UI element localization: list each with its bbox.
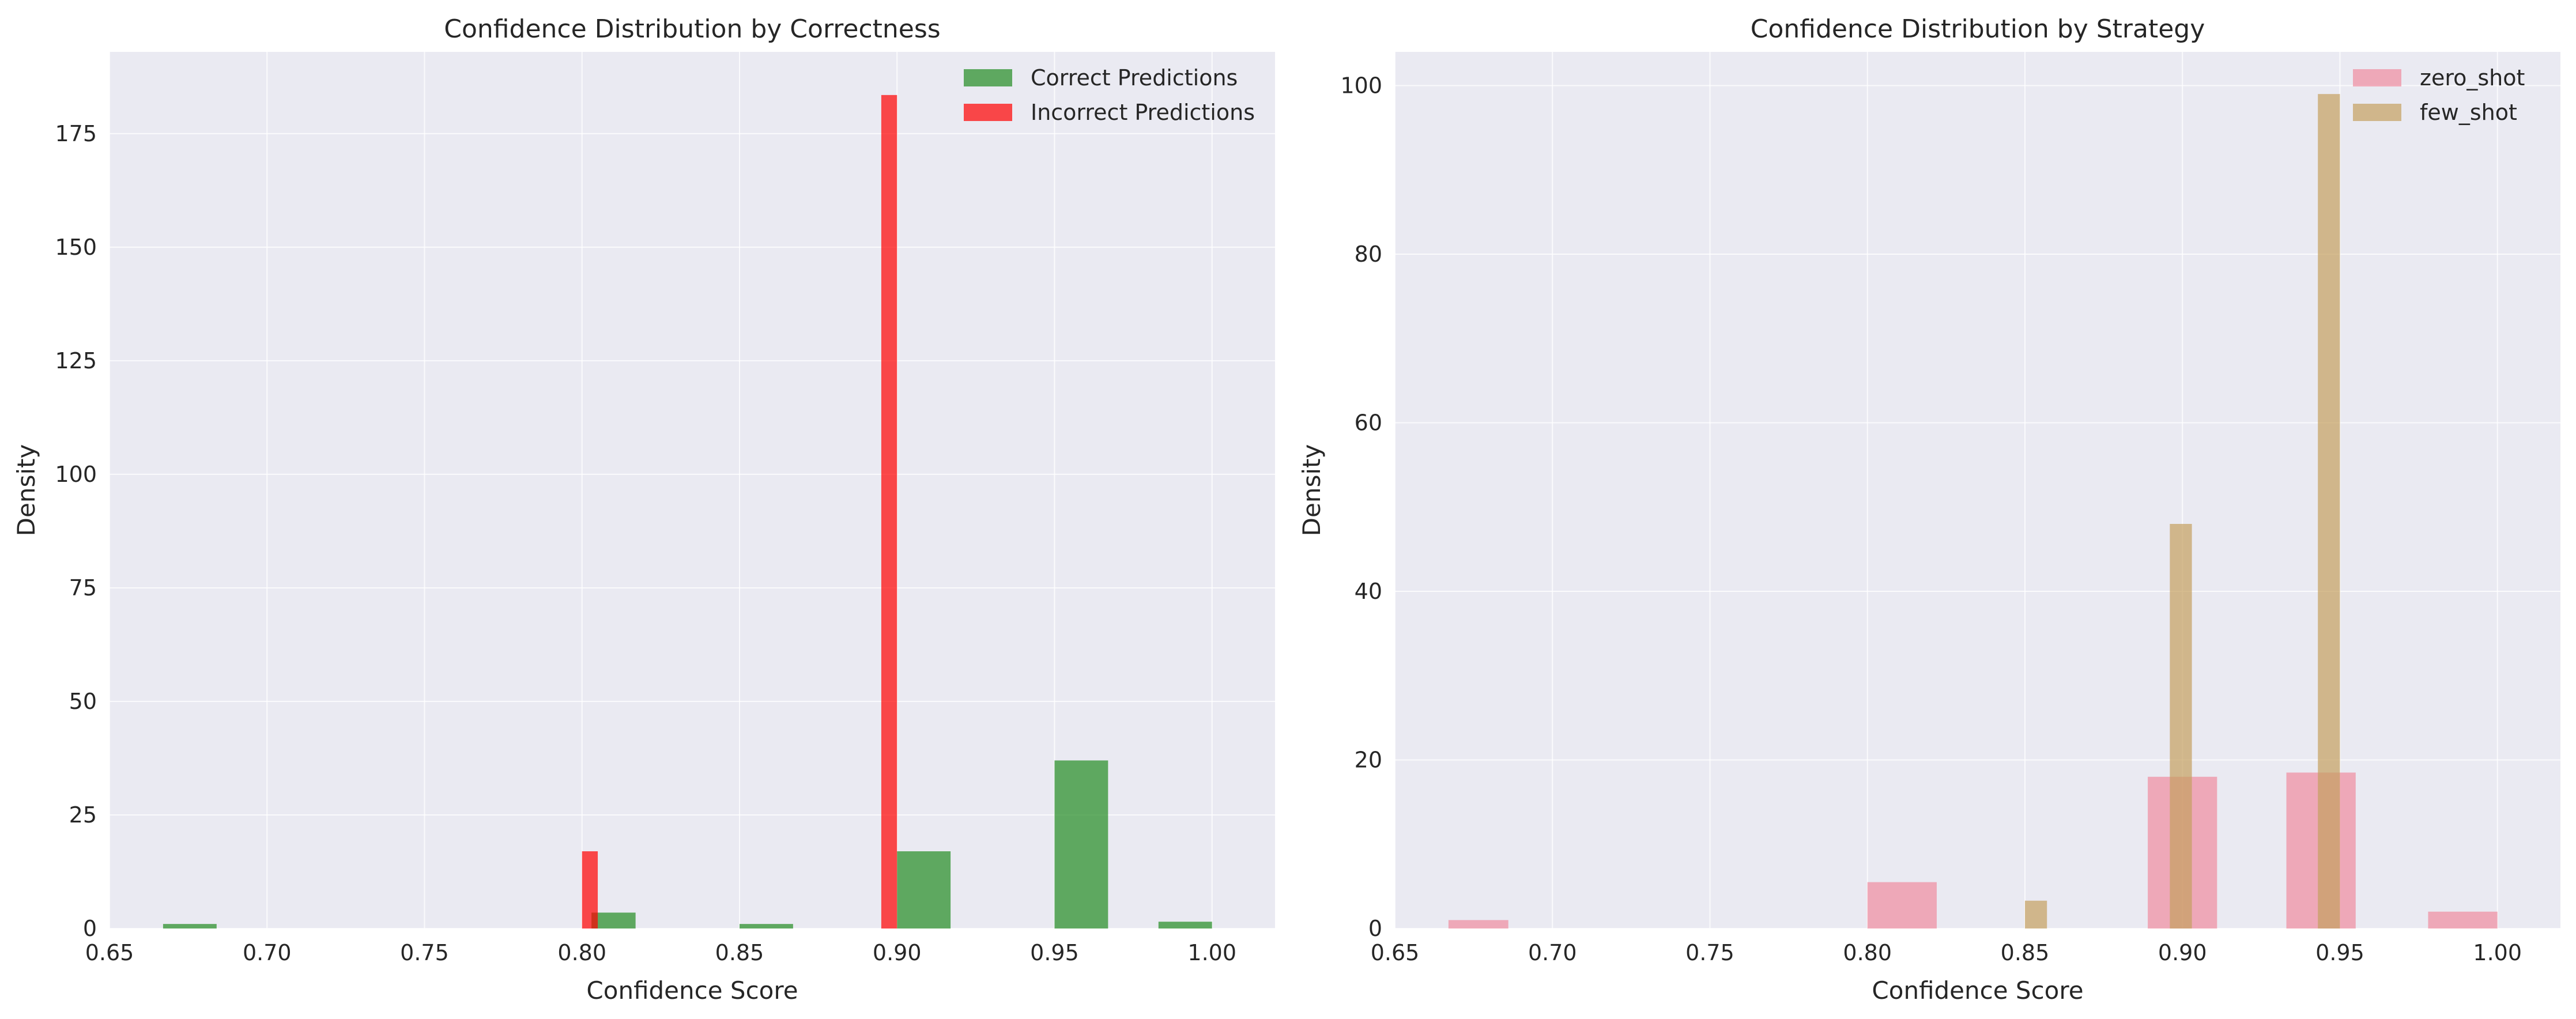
x-tick-label: 0.65 xyxy=(85,940,134,965)
x-tick-label: 0.90 xyxy=(873,940,922,965)
y-tick-label: 100 xyxy=(1340,73,1382,99)
y-tick-label: 25 xyxy=(69,802,97,828)
x-tick-label: 0.95 xyxy=(1030,940,1079,965)
y-tick-label: 50 xyxy=(69,689,97,714)
bar-few-shot xyxy=(2170,524,2192,929)
y-tick-label: 60 xyxy=(1355,410,1382,436)
x-tick-label: 0.90 xyxy=(2158,940,2207,965)
bar-correct-predictions xyxy=(591,912,636,929)
legend-swatch xyxy=(964,104,1012,121)
y-axis-label: Density xyxy=(1298,444,1326,537)
legend-swatch xyxy=(964,69,1012,86)
x-tick-label: 0.70 xyxy=(1528,940,1577,965)
y-tick-label: 125 xyxy=(55,348,97,373)
x-axis-label: Confidence Score xyxy=(586,976,798,1005)
x-axis-label: Confidence Score xyxy=(1872,976,2083,1005)
bar-few-shot xyxy=(2024,900,2047,929)
chart-title: Confidence Distribution by Strategy xyxy=(1751,14,2205,44)
bar-correct-predictions xyxy=(1158,922,1212,929)
bar-zero-shot xyxy=(1448,920,1508,929)
x-tick-label: 0.85 xyxy=(2001,940,2050,965)
y-tick-label: 80 xyxy=(1355,241,1382,267)
legend-label: zero_shot xyxy=(2420,65,2525,90)
x-tick-label: 0.65 xyxy=(1371,940,1420,965)
x-tick-label: 1.00 xyxy=(2473,940,2522,965)
bar-incorrect-predictions xyxy=(881,95,897,929)
legend-swatch xyxy=(2353,104,2401,121)
x-tick-label: 0.75 xyxy=(400,940,449,965)
chart-correctness: 0.65 0.70 0.75 0.80 0.85 0.90 0.95 1.00 0 25 50 75 1… xyxy=(12,14,1275,1005)
plot-area xyxy=(1395,52,2560,929)
y-tick-label: 75 xyxy=(69,575,97,601)
bar-few-shot xyxy=(2318,94,2340,929)
x-tick-label: 0.75 xyxy=(1685,940,1734,965)
legend-label: Correct Predictions xyxy=(1031,65,1238,90)
y-tick-label: 0 xyxy=(1368,916,1382,941)
bar-zero-shot xyxy=(2428,911,2498,929)
x-tick-label: 0.70 xyxy=(243,940,292,965)
legend-swatch xyxy=(2353,69,2401,86)
y-tick-label: 175 xyxy=(55,121,97,146)
x-tick-label: 0.95 xyxy=(2315,940,2364,965)
x-tick-label: 1.00 xyxy=(1187,940,1236,965)
chart-strategy: 0.65 0.70 0.75 0.80 0.85 0.90 0.95 1.00 0 20 40 60 8… xyxy=(1298,14,2560,1005)
y-tick-label: 150 xyxy=(55,235,97,260)
y-tick-label: 0 xyxy=(83,916,97,941)
x-tick-label: 0.80 xyxy=(557,940,606,965)
y-axis-label: Density xyxy=(12,444,40,537)
y-tick-label: 100 xyxy=(55,462,97,487)
chart-title: Confidence Distribution by Correctness xyxy=(444,14,940,44)
x-tick-label: 0.80 xyxy=(1843,940,1892,965)
x-tick-label: 0.85 xyxy=(715,940,764,965)
bar-correct-predictions xyxy=(739,924,793,929)
bar-correct-predictions xyxy=(1054,760,1108,929)
bar-incorrect-predictions xyxy=(582,851,598,929)
bar-correct-predictions xyxy=(897,851,951,929)
bar-correct-predictions xyxy=(163,924,217,929)
y-tick-label: 20 xyxy=(1355,748,1382,773)
legend-label: few_shot xyxy=(2420,100,2517,125)
y-tick-label: 40 xyxy=(1355,579,1382,604)
bar-zero-shot xyxy=(1867,882,1937,929)
legend-label: Incorrect Predictions xyxy=(1031,100,1255,125)
